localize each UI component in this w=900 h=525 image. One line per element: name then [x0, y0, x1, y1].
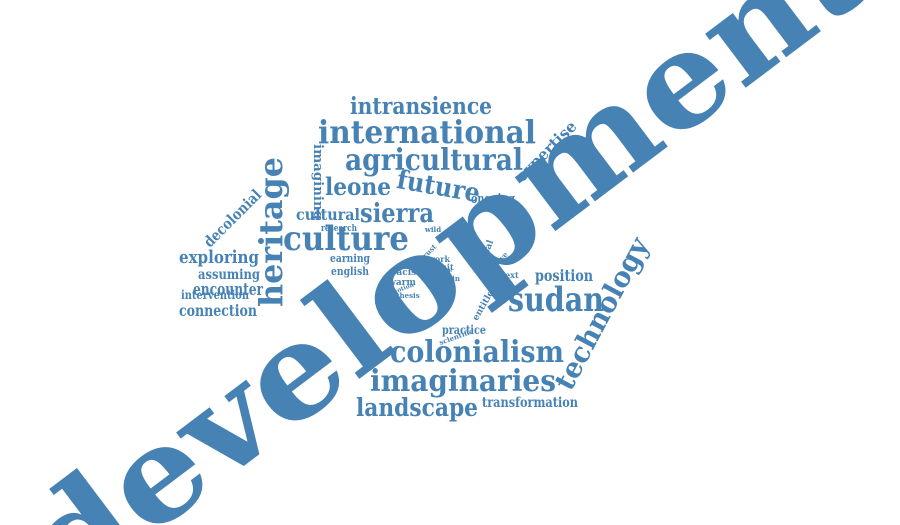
word-intransience: intransience — [350, 93, 492, 120]
word-intervention: intervention — [181, 288, 249, 302]
word-sierra: sierra — [360, 199, 434, 229]
word-heritage: heritage — [252, 157, 290, 307]
word-transformation: transformation — [482, 395, 578, 411]
word-context: context — [485, 270, 519, 280]
word-colonialism: colonialism — [390, 335, 564, 370]
word-practice: practice — [442, 323, 486, 337]
word-assuming: assuming — [198, 267, 260, 283]
word-international: international — [318, 113, 536, 151]
word-agricultural: agricultural — [345, 143, 523, 178]
word-landscape: landscape — [356, 393, 478, 422]
word-research: research — [321, 224, 357, 234]
word-ongoing: ongoing — [471, 192, 515, 207]
word-imaginaries: imaginaries — [370, 364, 556, 399]
word-connection: connection — [179, 301, 257, 320]
word-fine: fine — [440, 267, 453, 274]
word-encounter: encounter — [193, 280, 264, 300]
word-racist: racist — [392, 268, 422, 278]
word-rain: rain — [444, 274, 460, 283]
word-cultural: cultural — [296, 205, 360, 224]
word-earning: earning — [330, 252, 370, 265]
word-limit: limit — [432, 262, 454, 272]
word-thesis: thesis — [396, 291, 419, 300]
word-english: english — [331, 265, 369, 278]
word-wild: wild — [424, 225, 441, 234]
word-leone: leone — [325, 172, 391, 201]
word-imagining: imagining — [310, 144, 325, 220]
word-warm: warm — [387, 278, 416, 288]
word-work: work — [427, 254, 450, 264]
word-culture: culture — [283, 219, 409, 259]
word-exploring: exploring — [179, 247, 259, 268]
word-position: position — [535, 266, 593, 285]
word-sudan: sudan — [508, 280, 604, 320]
